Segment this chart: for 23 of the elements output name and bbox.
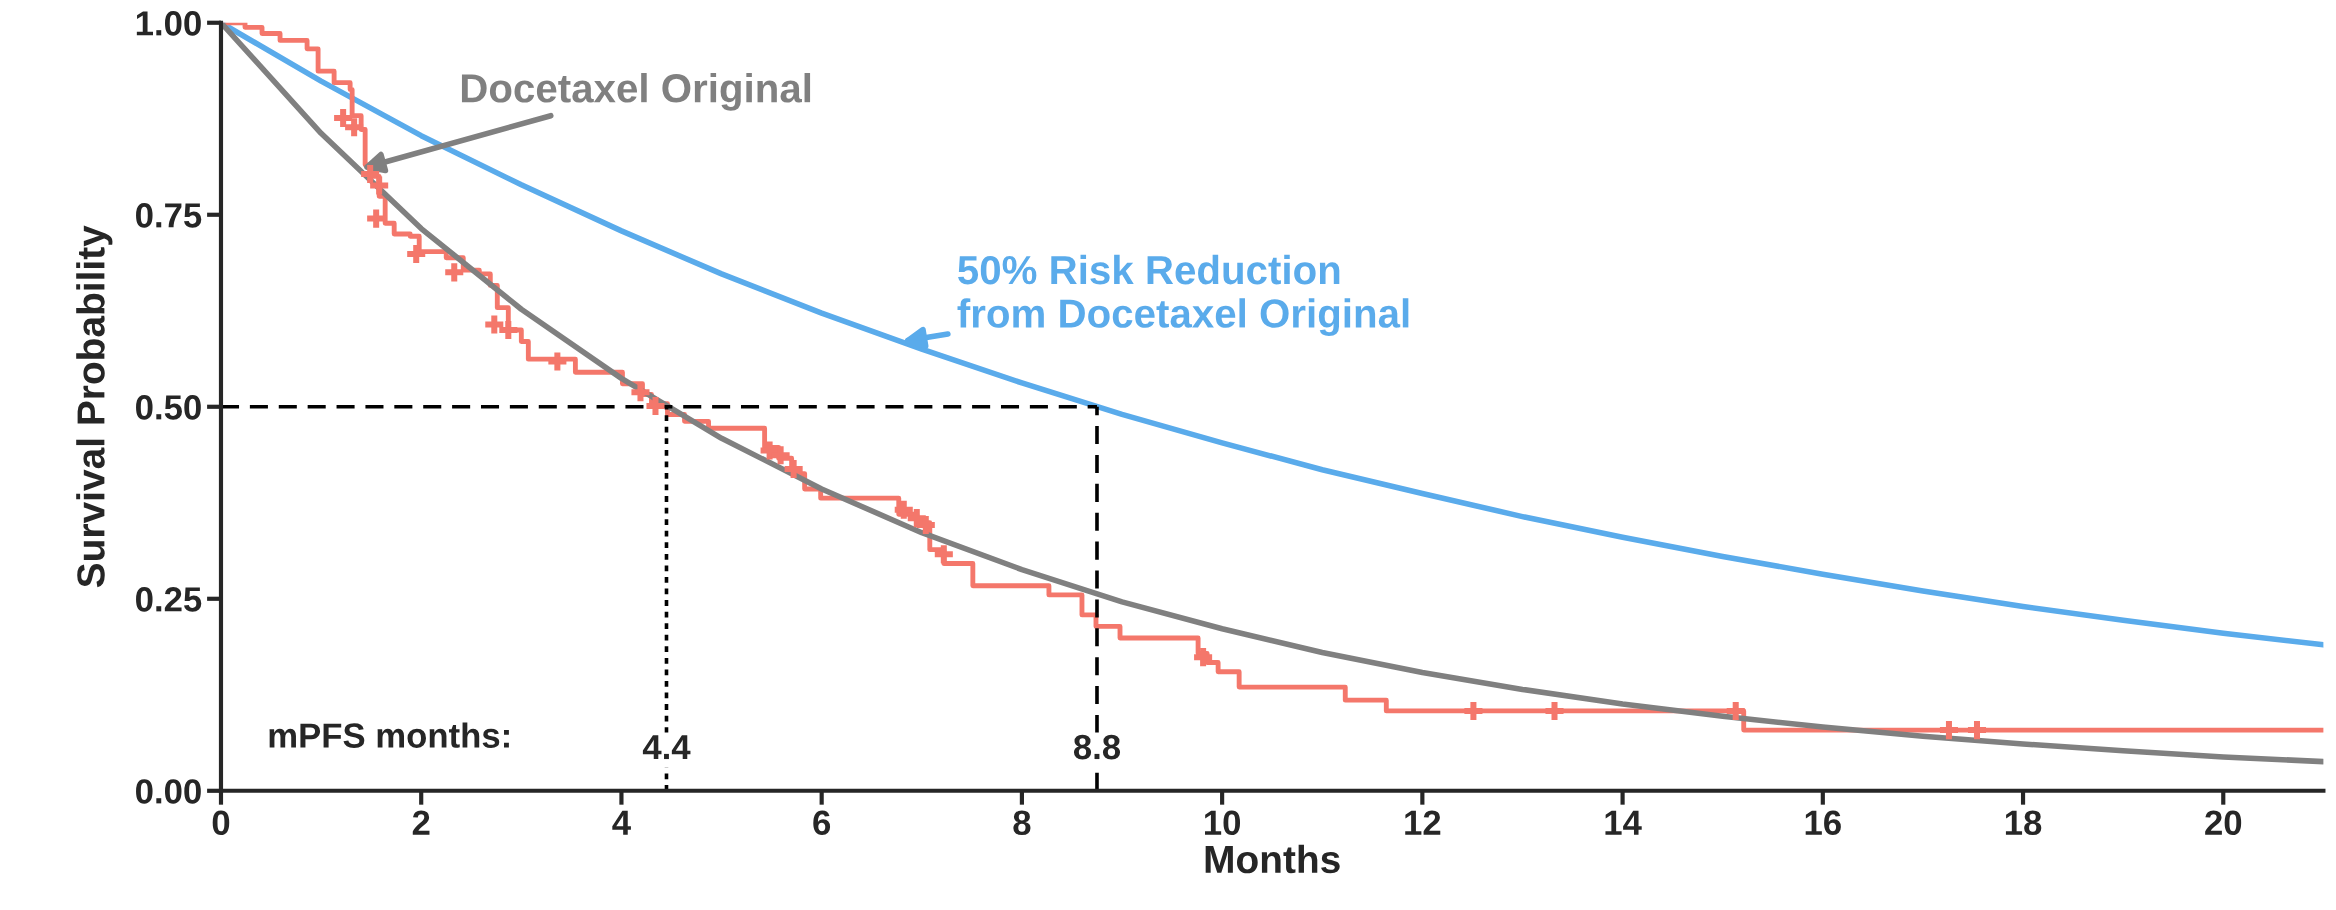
x-tick-label: 20	[2205, 810, 2242, 836]
x-tick-label: 2	[412, 810, 430, 835]
x-tick-label: 12	[1405, 810, 1441, 835]
annotation: Docetaxel Original	[461, 73, 811, 111]
x-axis-title: Months	[1205, 844, 1340, 874]
y-tick-label: 0.00	[136, 779, 201, 804]
x-tick-label: 16	[1805, 810, 1841, 836]
annotation: mPFS months:	[269, 722, 509, 748]
y-tick-label: 0.25	[136, 587, 202, 612]
y-axis-title: Survival Probability	[76, 225, 113, 588]
x-tick-label: 10	[1205, 810, 1241, 836]
annotation: 8.8	[1073, 734, 1121, 760]
y-tick-label: 0.75	[136, 203, 202, 228]
x-tick-label: 18	[2005, 810, 2042, 836]
annotation: 50% Risk Reduction from Docetaxel Original	[957, 254, 1409, 336]
x-tick-label: 0	[212, 810, 230, 836]
x-tick-label: 4	[612, 810, 631, 835]
annotation: 4.4	[642, 735, 691, 760]
y-tick-label: 1.00	[136, 11, 201, 36]
y-tick-label: 0.50	[136, 395, 201, 420]
x-tick-label: 8	[1013, 810, 1031, 836]
x-tick-label: 6	[813, 810, 831, 836]
x-tick-label: 14	[1605, 810, 1642, 835]
